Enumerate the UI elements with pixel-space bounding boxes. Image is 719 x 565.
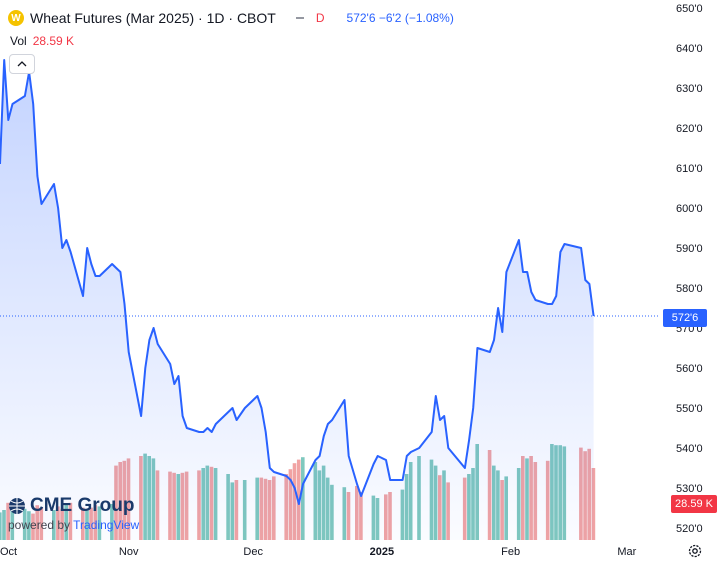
tradingview-brand: TradingView	[73, 518, 140, 532]
y-tick-label: 610'0	[676, 163, 703, 175]
y-tick-label: 520'0	[676, 523, 703, 535]
cme-globe-icon	[9, 498, 25, 514]
legend-dash	[295, 17, 304, 19]
price-line	[0, 59, 595, 505]
volume-legend: Vol 28.59 K	[10, 34, 74, 48]
last-price-tag: 572'6	[663, 309, 707, 327]
gear-icon	[688, 544, 702, 558]
y-axis: 520'0530'0540'0550'0560'0570'0580'0590'0…	[676, 3, 703, 535]
y-tick-label: 620'0	[676, 123, 703, 135]
legend: W Wheat Futures (Mar 2025) · 1D · CBOT D…	[8, 8, 454, 28]
x-tick-label: 2025	[370, 546, 394, 558]
x-axis: Oct Nov Dec 2025 Feb Mar	[0, 546, 637, 558]
chart-settings-button[interactable]	[686, 542, 704, 560]
price-area-fill	[0, 60, 594, 540]
chevron-up-icon	[17, 61, 27, 67]
collapse-legend-button[interactable]	[9, 54, 35, 74]
y-tick-label: 540'0	[676, 443, 703, 455]
interval-badge: D	[315, 11, 325, 25]
y-tick-label: 640'0	[676, 43, 703, 55]
powered-by: powered by TradingView	[8, 518, 158, 532]
y-tick-label: 630'0	[676, 83, 703, 95]
y-tick-label: 590'0	[676, 243, 703, 255]
legend-values: 572'6 −6'2 (−1.08%)	[346, 11, 454, 25]
cme-brand: CME Group	[30, 495, 135, 516]
powered-prefix: powered by	[8, 518, 71, 532]
y-tick-label: 530'0	[676, 483, 703, 495]
y-tick-label: 560'0	[676, 363, 703, 375]
symbol-logo-icon: W	[8, 10, 24, 26]
x-tick-label: Dec	[243, 546, 263, 558]
x-tick-label: Mar	[617, 546, 636, 558]
cme-watermark[interactable]: CME Group powered by TradingView	[8, 495, 158, 532]
x-tick-label: Nov	[119, 546, 139, 558]
x-tick-label: Feb	[501, 546, 520, 558]
last-volume-tag: 28.59 K	[671, 495, 717, 513]
volume-value: 28.59 K	[32, 34, 75, 48]
y-tick-label: 580'0	[676, 283, 703, 295]
y-tick-label: 600'0	[676, 203, 703, 215]
volume-label: Vol	[10, 34, 27, 48]
symbol-title[interactable]: Wheat Futures (Mar 2025) · 1D · CBOT	[30, 10, 276, 26]
x-tick-label: Oct	[0, 546, 17, 558]
y-tick-label: 550'0	[676, 403, 703, 415]
y-tick-label: 650'0	[676, 3, 703, 15]
